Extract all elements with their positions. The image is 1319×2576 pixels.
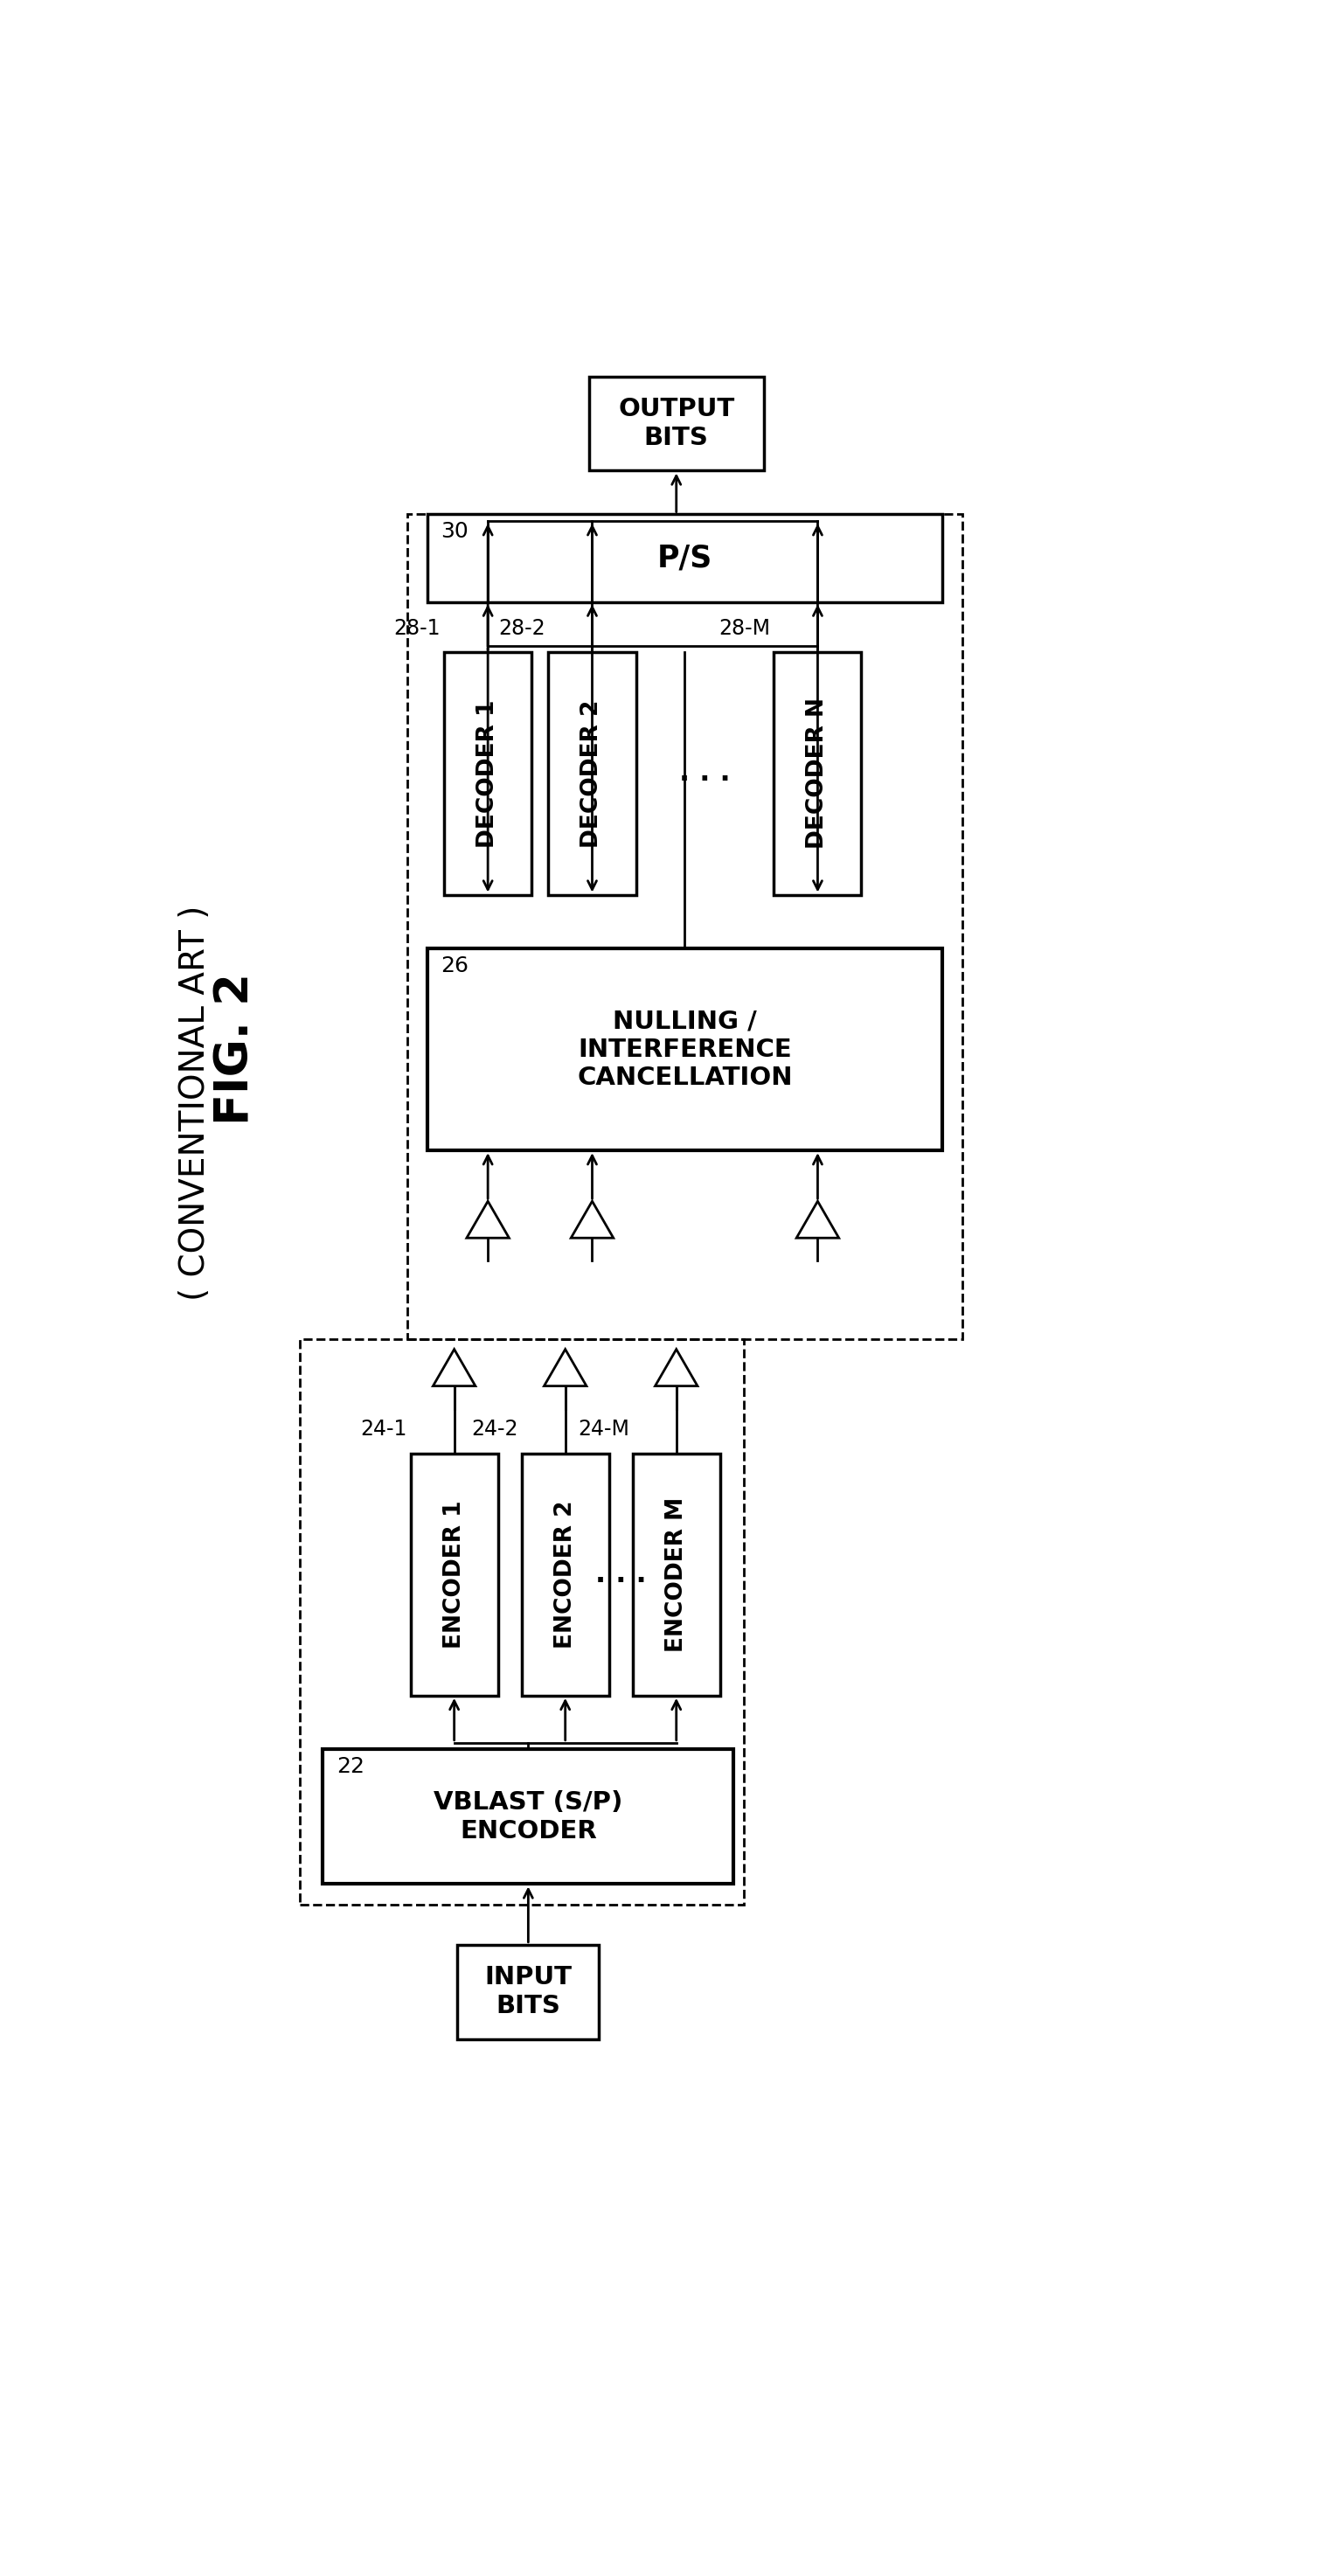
Text: P/S: P/S (657, 544, 712, 572)
Bar (549, 652, 636, 894)
Bar (410, 1453, 499, 1695)
Text: . . .: . . . (595, 1561, 646, 1587)
Text: ENCODER M: ENCODER M (665, 1497, 687, 1651)
Text: NULLING /
INTERFERENCE
CANCELLATION: NULLING / INTERFERENCE CANCELLATION (576, 1010, 793, 1090)
Text: DECODER N: DECODER N (806, 698, 830, 850)
Bar (588, 376, 764, 471)
Text: ( CONVENTIONAL ART ): ( CONVENTIONAL ART ) (178, 904, 212, 1301)
Text: FIG. 2: FIG. 2 (212, 974, 259, 1126)
Text: 24-1: 24-1 (360, 1419, 408, 1440)
Text: DECODER 1: DECODER 1 (476, 701, 499, 848)
Text: 24-2: 24-2 (471, 1419, 518, 1440)
Text: 28-M: 28-M (719, 618, 770, 639)
Text: 24-M: 24-M (578, 1419, 629, 1440)
Text: INPUT
BITS: INPUT BITS (484, 1965, 572, 2017)
Bar (427, 515, 942, 603)
Bar (521, 1453, 609, 1695)
Bar (299, 1340, 744, 1904)
Bar (323, 1749, 733, 1883)
Text: . . .: . . . (679, 760, 731, 788)
Text: ENCODER 1: ENCODER 1 (443, 1499, 466, 1649)
Text: 26: 26 (441, 956, 468, 976)
Text: OUTPUT
BITS: OUTPUT BITS (619, 397, 735, 451)
Text: ENCODER 2: ENCODER 2 (554, 1499, 576, 1649)
Text: VBLAST (S/P)
ENCODER: VBLAST (S/P) ENCODER (434, 1790, 623, 1844)
Text: 30: 30 (441, 520, 468, 541)
Bar (633, 1453, 720, 1695)
Bar (445, 652, 532, 894)
Text: 28-1: 28-1 (394, 618, 441, 639)
Bar (458, 1945, 599, 2038)
Bar (427, 948, 942, 1151)
Bar (408, 515, 963, 1340)
Text: DECODER 2: DECODER 2 (580, 701, 604, 848)
Text: 28-2: 28-2 (499, 618, 545, 639)
Bar (774, 652, 861, 894)
Text: 22: 22 (336, 1757, 364, 1777)
